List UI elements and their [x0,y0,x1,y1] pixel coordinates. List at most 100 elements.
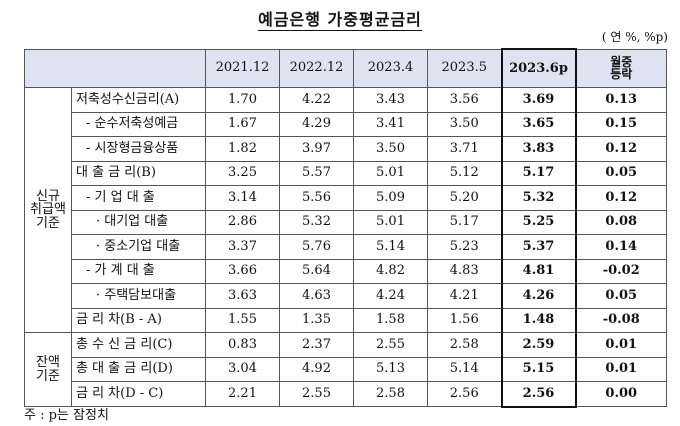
change-cell: 0.01 [575,356,667,382]
value-cell: 5.20 [427,185,502,211]
group-label-balance: 잔액 기준 [24,332,72,407]
value-cell: 2.56 [427,381,502,407]
value-cell: 3.65 [500,111,577,137]
value-cell: 4.26 [500,283,577,309]
value-cell: 4.83 [427,258,502,284]
value-cell: 4.21 [427,283,502,309]
row-label: · 주택담보대출 [71,283,206,309]
value-cell: 5.17 [500,160,577,186]
value-cell: 5.32 [279,209,354,235]
value-cell: 2.58 [427,332,502,358]
value-cell: 2.86 [205,209,280,235]
value-cell: 5.76 [279,234,354,260]
value-cell: 5.32 [500,185,577,211]
value-cell: 1.70 [205,87,280,113]
value-cell: 3.69 [500,87,577,113]
row-label: - 기 업 대 출 [71,185,206,211]
value-cell: 5.12 [427,160,502,186]
table-row: - 시장형금융상품 1.82 3.97 3.50 3.71 3.83 0.12 [25,136,667,162]
value-cell: 3.25 [205,160,280,186]
row-label: - 시장형금융상품 [71,136,206,162]
value-cell: 5.64 [279,258,354,284]
col-header-monthly-change: 월중 등락 [575,48,667,88]
value-cell: 3.04 [205,356,280,382]
value-cell: 5.14 [427,356,502,382]
change-cell: 0.12 [575,185,667,211]
row-label: 금 리 차(D - C) [71,381,206,407]
change-cell: 0.00 [575,381,667,407]
row-label: 총 대 출 금 리(D) [71,356,206,382]
value-cell: 1.35 [279,307,354,333]
change-cell: 0.08 [575,209,667,235]
interest-rate-table: 2021.12 2022.12 2023.4 2023.5 2023.6p 월중… [24,48,667,408]
unit-label: ( 연 %, %p) [601,30,668,44]
value-cell: 4.29 [279,111,354,137]
value-cell: 3.83 [500,136,577,162]
value-cell: 4.82 [353,258,428,284]
change-label-line1: 월중 [610,54,633,69]
table-row: 금 리 차(B - A) 1.55 1.35 1.58 1.56 1.48 -0.08 [25,307,667,333]
value-cell: 5.15 [500,356,577,382]
table-row: 잔액 기준 총 수 신 금 리(C) 0.83 2.37 2.55 2.58 2.59 0.0… [24,332,667,407]
footnote: 주 : p는 잠정치 [24,408,109,423]
value-cell: 3.50 [427,111,502,137]
group-label-new-loans: 신규 취급액 기준 [24,87,72,333]
header-corner [24,48,206,88]
table-row: - 가 계 대 출 3.66 5.64 4.82 4.83 4.81 -0.02 [25,258,667,284]
table-row: 대 출 금 리(B) 3.25 5.57 5.01 5.12 5.17 0.05 [25,160,667,186]
table-row: 신규 취급액 기준 저축성수신금리(A) 1.70 4.22 3.43 3.56 3.69 0… [24,87,667,333]
value-cell: 5.17 [427,209,502,235]
row-label: 저축성수신금리(A) [71,87,206,113]
change-cell: 0.12 [575,136,667,162]
value-cell: 4.92 [279,356,354,382]
value-cell: 5.13 [353,356,428,382]
change-cell: 0.15 [575,111,667,137]
value-cell: 2.58 [353,381,428,407]
value-cell: 3.63 [205,283,280,309]
table-row: - 순수저축성예금 1.67 4.29 3.41 3.50 3.65 0.15 [25,111,667,137]
value-cell: 2.37 [279,332,354,358]
value-cell: 5.01 [353,160,428,186]
value-cell: 2.59 [500,332,577,358]
value-cell: 1.48 [500,307,577,333]
value-cell: 2.21 [205,381,280,407]
change-cell: 0.13 [575,87,667,113]
row-label: · 중소기업 대출 [71,234,206,260]
value-cell: 5.56 [279,185,354,211]
value-cell: 5.25 [500,209,577,235]
table-row: · 주택담보대출 3.63 4.63 4.24 4.21 4.26 0.05 [25,283,667,309]
value-cell: 3.66 [205,258,280,284]
table-row: - 기 업 대 출 3.14 5.56 5.09 5.20 5.32 0.12 [25,185,667,211]
value-cell: 4.24 [353,283,428,309]
col-header-2023-4: 2023.4 [353,48,428,88]
value-cell: 4.63 [279,283,354,309]
value-cell: 2.56 [500,381,577,408]
row-label: · 대기업 대출 [71,209,206,235]
value-cell: 5.57 [279,160,354,186]
table-row: 총 대 출 금 리(D) 3.04 4.92 5.13 5.14 5.15 0.01 [25,356,667,382]
header-row: 2021.12 2022.12 2023.4 2023.5 2023.6p 월중… [24,48,667,88]
value-cell: 5.09 [353,185,428,211]
value-cell: 3.37 [205,234,280,260]
value-cell: 3.97 [279,136,354,162]
value-cell: 0.83 [205,332,280,358]
value-cell: 2.55 [279,381,354,407]
col-header-2021-12: 2021.12 [205,48,280,88]
page-title: 예금은행 가중평균금리 [0,6,680,31]
change-cell: -0.02 [575,258,667,284]
value-cell: 3.43 [353,87,428,113]
value-cell: 1.56 [427,307,502,333]
value-cell: 4.22 [279,87,354,113]
value-cell: 4.81 [500,258,577,284]
value-cell: 3.14 [205,185,280,211]
row-label: 금 리 차(B - A) [71,307,206,333]
value-cell: 2.55 [353,332,428,358]
change-cell: 0.01 [575,332,667,358]
change-label-line2: 등락 [610,67,633,82]
col-header-2023-5: 2023.5 [427,48,502,88]
value-cell: 5.23 [427,234,502,260]
value-cell: 5.37 [500,234,577,260]
value-cell: 5.01 [353,209,428,235]
value-cell: 3.50 [353,136,428,162]
row-label: 대 출 금 리(B) [71,160,206,186]
